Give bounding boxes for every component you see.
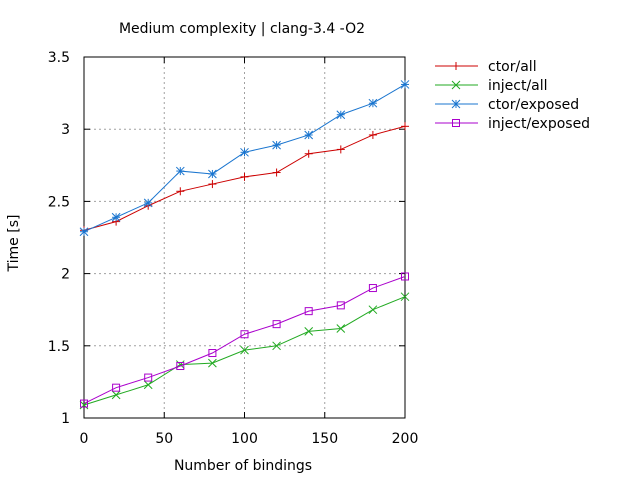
data-point [143,380,153,390]
data-point [304,130,314,140]
data-point [336,301,345,310]
data-point [452,119,460,127]
data-point [240,330,249,339]
data-point [451,80,461,90]
data-point [304,327,314,336]
data-point [400,292,410,302]
y-tick-label: 1.5 [48,339,70,355]
x-axis-label: Number of bindings [174,458,312,474]
data-point [208,180,217,189]
x-tick-label: 100 [231,431,258,447]
data-point [400,80,410,89]
x-tick-label: 150 [311,431,338,447]
data-point [208,358,217,368]
chart-title: Medium complexity | clang-3.4 -O2 [119,21,365,37]
y-tick-label: 1 [61,411,70,427]
grid-lines [84,57,405,418]
data-point [336,110,346,120]
data-point [111,212,121,222]
data-point [240,147,249,157]
data-point [368,305,378,315]
data-point [451,99,461,109]
data-point [272,140,281,150]
data-point [304,149,313,158]
data-point [176,187,185,196]
x-tick-label: 0 [80,431,89,447]
data-point [336,145,345,154]
data-point [111,390,121,400]
series-line-inject-exposed [83,276,406,405]
data-point [336,324,346,333]
legend-label-ctor-all: ctor/all [488,59,537,75]
x-tick-label: 50 [155,431,173,447]
data-point [401,272,409,281]
legend-label-inject-exposed: inject/exposed [488,116,590,132]
data-point [143,198,153,208]
data-point [144,373,153,382]
data-point [80,399,88,408]
data-point [79,227,89,237]
data-point [240,345,249,355]
x-tick-label: 200 [392,431,419,447]
axis-ticks: 0 50 100 150 200 1 1.5 2 2.5 3 3.5 [48,50,419,447]
data-point [368,98,378,108]
data-point [304,307,313,316]
data-point [272,341,281,351]
y-tick-label: 2 [61,267,70,283]
legend-label-inject-all: inject/all [488,78,548,94]
y-tick-label: 3.5 [48,50,70,66]
plot-frame [83,56,406,419]
data-point [175,166,185,176]
legend-label-ctor-exposed: ctor/exposed [488,97,579,113]
data-point [272,320,281,329]
y-tick-label: 3 [61,122,70,138]
data-point [368,130,377,139]
y-axis-label: Time [s] [6,215,22,273]
data-point [176,362,185,371]
legend: ctor/all inject/all ctor/exposed inject/exp… [435,59,590,132]
data-point [401,122,409,131]
data-point [272,168,281,177]
y-tick-label: 2.5 [48,194,70,210]
data-point [208,169,217,179]
data-point [112,383,121,392]
data-point [240,172,249,181]
series-layer [79,80,410,410]
data-point [208,349,217,358]
data-point [452,62,460,70]
data-point [368,284,377,293]
